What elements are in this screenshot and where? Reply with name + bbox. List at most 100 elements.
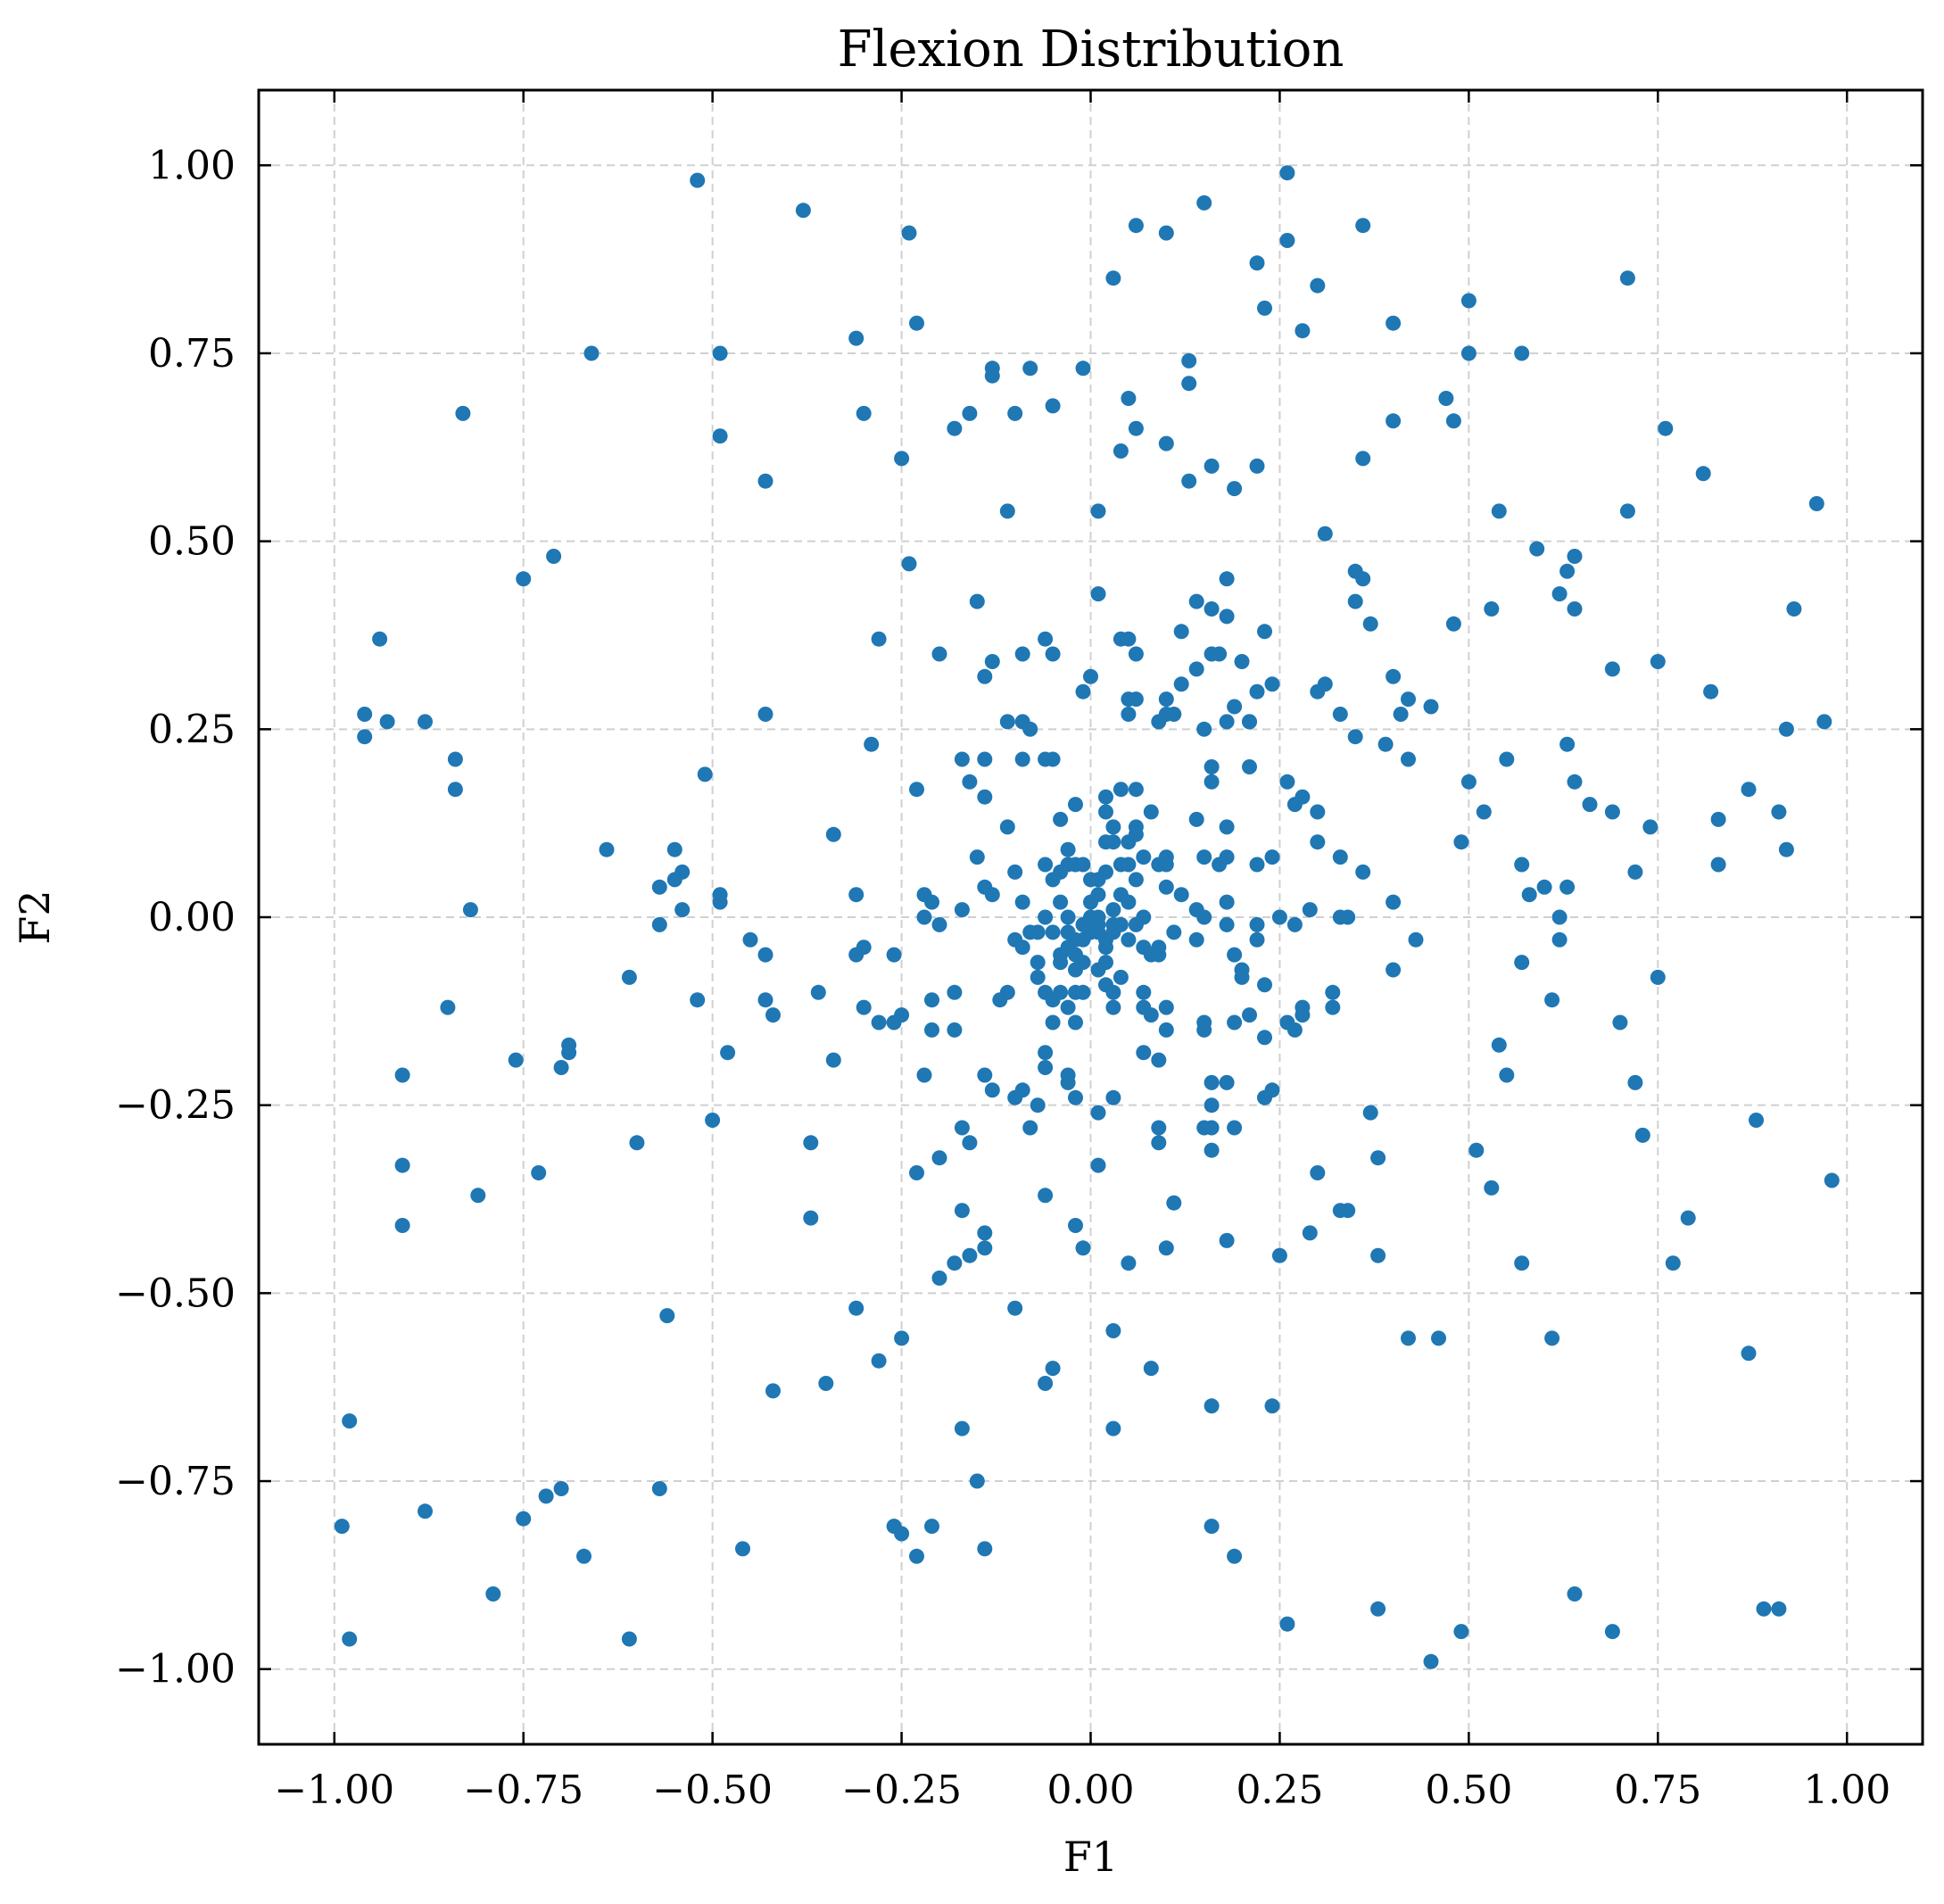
data-point <box>1317 526 1333 542</box>
data-point <box>848 330 864 346</box>
data-point <box>924 1022 939 1038</box>
data-point <box>931 646 947 662</box>
data-point <box>1151 1052 1167 1068</box>
data-point <box>909 315 924 331</box>
data-point <box>1204 1398 1220 1414</box>
data-point <box>516 1511 532 1527</box>
data-point <box>357 707 373 722</box>
data-point <box>962 774 978 790</box>
data-point <box>1332 707 1348 722</box>
data-point <box>1445 616 1461 632</box>
data-point <box>674 902 691 918</box>
data-point <box>1567 549 1583 564</box>
data-point <box>1128 691 1144 708</box>
data-point <box>394 1067 410 1083</box>
data-point <box>1453 1624 1469 1640</box>
data-point <box>1650 969 1666 985</box>
data-point <box>864 736 880 752</box>
data-point <box>999 819 1015 835</box>
data-point <box>1710 857 1726 873</box>
data-point <box>1332 849 1348 865</box>
data-point <box>1060 909 1076 925</box>
data-point <box>705 1113 721 1128</box>
data-point <box>1022 1120 1038 1136</box>
data-point <box>1105 984 1121 1000</box>
data-point <box>954 1420 970 1436</box>
x-tick-label: −1.00 <box>274 1767 394 1813</box>
data-point <box>583 345 600 361</box>
data-point <box>1121 894 1137 910</box>
data-point <box>1741 1345 1757 1362</box>
data-point <box>1219 916 1235 932</box>
data-point <box>1188 811 1204 827</box>
data-point <box>1249 683 1265 700</box>
data-point <box>909 1548 924 1564</box>
data-point <box>924 1519 939 1535</box>
data-point <box>1264 849 1280 865</box>
data-point <box>1068 1218 1083 1233</box>
data-point <box>1158 435 1174 451</box>
data-point <box>1166 924 1182 940</box>
data-point <box>1136 909 1152 925</box>
data-point <box>1204 1120 1220 1136</box>
data-point <box>508 1052 524 1068</box>
data-point <box>1370 1601 1386 1617</box>
data-point <box>1204 774 1220 790</box>
data-point <box>1090 586 1106 602</box>
data-point <box>1151 1120 1167 1136</box>
data-point <box>795 203 811 219</box>
data-point <box>1234 654 1250 669</box>
data-point <box>462 902 478 918</box>
data-point <box>1460 293 1477 309</box>
data-point <box>1242 1007 1257 1023</box>
data-point <box>1604 661 1620 677</box>
data-point <box>1098 789 1113 805</box>
data-point <box>697 766 713 782</box>
data-point <box>1302 1225 1318 1241</box>
data-point <box>447 751 463 767</box>
data-point <box>1786 601 1802 617</box>
data-point <box>334 1519 350 1535</box>
data-point <box>1242 714 1257 730</box>
data-point <box>1045 646 1061 662</box>
data-point <box>856 405 872 421</box>
data-point <box>1166 1195 1182 1211</box>
data-point <box>1249 916 1265 932</box>
data-point <box>1158 225 1174 241</box>
data-point <box>1604 1624 1620 1640</box>
data-point <box>1778 841 1794 857</box>
data-point <box>1370 1247 1386 1263</box>
data-point <box>1022 721 1038 737</box>
data-point <box>962 1135 978 1151</box>
data-point <box>690 172 706 188</box>
data-point <box>1105 902 1121 918</box>
data-point <box>1370 1150 1386 1166</box>
data-point <box>470 1188 486 1204</box>
data-point <box>1038 631 1054 647</box>
data-point <box>818 1376 834 1391</box>
data-point <box>1166 707 1182 722</box>
data-point <box>1121 1255 1137 1271</box>
data-point <box>1158 879 1174 895</box>
data-point <box>825 826 841 842</box>
data-point <box>894 1007 910 1023</box>
data-point <box>1619 503 1635 519</box>
data-point <box>1121 631 1137 647</box>
chart-title: Flexion Distribution <box>838 21 1344 79</box>
data-point <box>1128 782 1144 798</box>
data-point <box>1128 218 1144 234</box>
data-point <box>1188 661 1204 677</box>
data-point <box>651 1481 667 1496</box>
data-point <box>947 984 963 1000</box>
data-point <box>1514 1255 1530 1271</box>
data-point <box>954 902 970 918</box>
data-point <box>1075 683 1091 700</box>
data-point <box>1219 849 1235 865</box>
data-point <box>1310 277 1326 294</box>
data-point <box>1347 593 1363 609</box>
data-point <box>1038 1188 1054 1204</box>
data-point <box>1038 1045 1054 1061</box>
data-point <box>1173 676 1189 692</box>
data-point <box>1529 541 1545 557</box>
